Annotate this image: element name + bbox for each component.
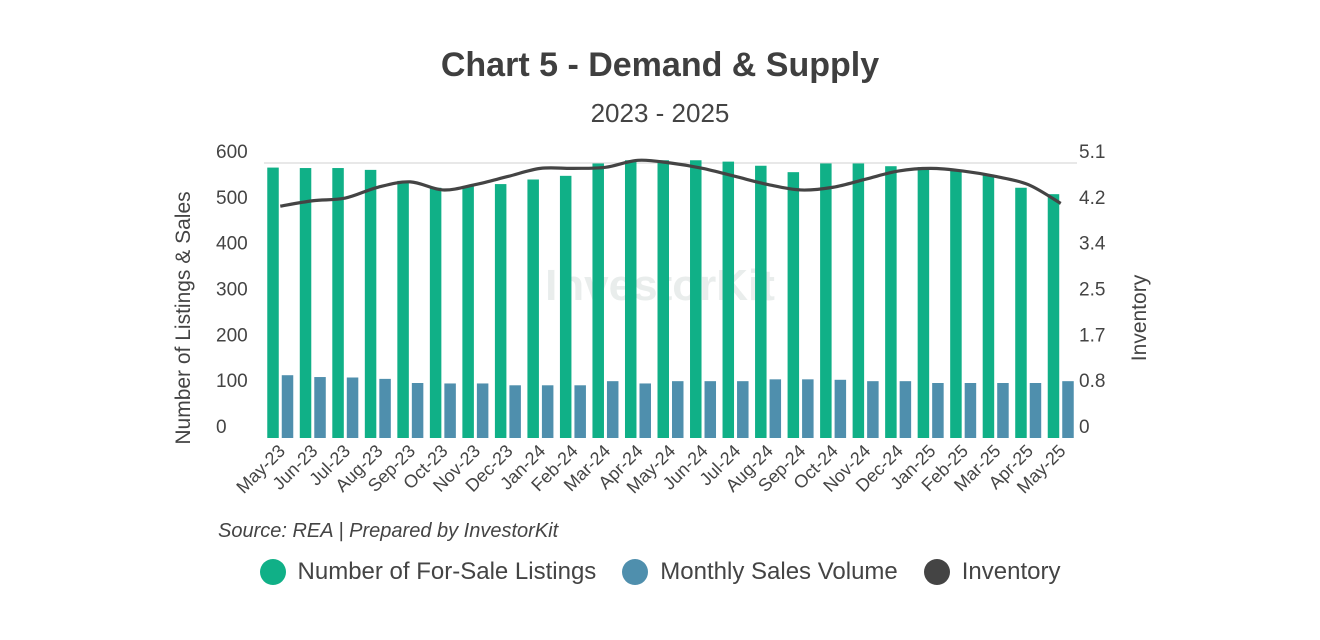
- y-left-tick-label: 300: [216, 280, 248, 301]
- bar-sales: [509, 385, 521, 438]
- y-right-tick-label: 0.8: [1079, 371, 1105, 392]
- bar-listings: [332, 168, 344, 438]
- bar-sales: [1029, 383, 1042, 438]
- bar-listings: [559, 175, 572, 439]
- bar-listings: [267, 167, 279, 439]
- bar-sales: [444, 383, 456, 438]
- bar-sales: [769, 379, 782, 438]
- bar-listings: [299, 168, 312, 438]
- y-left-tick-label: 200: [216, 325, 248, 346]
- legend-label-sales: Monthly Sales Volume: [660, 558, 898, 585]
- legend-label-listings: Number of For-Sale Listings: [297, 558, 597, 585]
- bar-sales: [704, 381, 717, 438]
- source-note: Source: REA | Prepared by InvestorKit: [218, 520, 559, 542]
- bar-listings: [787, 172, 800, 438]
- bar-sales: [476, 383, 489, 438]
- bar-sales: [281, 375, 294, 438]
- bar-sales: [314, 377, 326, 438]
- bar-sales: [867, 381, 879, 438]
- legend-swatch-sales: [622, 559, 649, 585]
- bar-sales: [379, 378, 391, 438]
- y-left-tick-label: 500: [216, 188, 248, 209]
- y-right-tick-label: 0: [1079, 417, 1090, 438]
- bar-listings: [592, 163, 604, 439]
- bar-listings: [397, 180, 409, 438]
- chart-title: Chart 5 - Demand & Supply: [440, 46, 880, 84]
- y-right-tick-label: 1.7: [1079, 325, 1105, 346]
- legend-item-inventory[interactable]: Inventory: [923, 558, 1061, 586]
- y-left-tick-label: 100: [216, 371, 248, 392]
- bar-sales: [802, 379, 814, 438]
- bar-sales: [997, 383, 1009, 438]
- y-right-tick-label: 4.2: [1079, 188, 1105, 209]
- bar-sales: [346, 377, 359, 438]
- bar-listings: [917, 167, 930, 438]
- bar-listings: [657, 160, 669, 438]
- y-right-tick-label: 3.4: [1079, 234, 1106, 255]
- bar-listings: [820, 163, 832, 439]
- bar-listings: [755, 165, 767, 438]
- bar-sales: [639, 383, 651, 438]
- bar-listings: [885, 166, 897, 439]
- legend-swatch-listings: [259, 559, 286, 585]
- legend-item-listings[interactable]: Number of For-Sale Listings: [259, 558, 597, 586]
- bar-sales: [574, 385, 586, 438]
- y-left-axis-title: Number of Listings & Sales: [172, 191, 195, 444]
- bar-sales: [1062, 381, 1074, 438]
- bar-listings: [364, 169, 377, 438]
- bar-listings: [722, 161, 735, 438]
- line-inventory: [279, 158, 1062, 208]
- bar-listings: [1047, 194, 1060, 438]
- bar-listings: [950, 170, 962, 438]
- bar-listings: [624, 160, 637, 438]
- bar-sales: [899, 381, 912, 438]
- bar-sales: [964, 383, 977, 438]
- chart-subtitle: 2023 - 2025: [590, 98, 730, 128]
- y-left-tick-label: 400: [216, 234, 248, 255]
- legend-item-sales[interactable]: Monthly Sales Volume: [622, 558, 898, 586]
- bar-listings: [527, 179, 539, 438]
- bar-sales: [411, 383, 424, 438]
- bar-listings: [462, 185, 474, 438]
- legend-swatch-inventory: [923, 559, 950, 585]
- bar-sales: [541, 385, 554, 438]
- y-right-tick-label: 5.1: [1079, 142, 1105, 163]
- bar-listings: [690, 160, 702, 438]
- y-left-tick-label: 600: [216, 142, 248, 163]
- bar-sales: [932, 383, 944, 438]
- y-left-tick-label: 0: [216, 417, 227, 438]
- bar-sales: [606, 381, 619, 438]
- bar-listings: [494, 184, 507, 438]
- legend-label-inventory: Inventory: [961, 558, 1061, 585]
- bar-sales: [737, 381, 749, 438]
- y-right-axis-title: Inventory: [1128, 274, 1151, 361]
- y-right-tick-label: 2.5: [1079, 280, 1105, 301]
- bar-sales: [834, 379, 847, 438]
- legend: Number of For-Sale Listings Monthly Sale…: [0, 558, 1320, 586]
- bar-listings: [429, 187, 442, 438]
- bar-sales: [672, 381, 684, 438]
- bar-listings: [1015, 187, 1027, 438]
- bar-listings: [982, 174, 995, 439]
- bar-listings: [852, 163, 865, 439]
